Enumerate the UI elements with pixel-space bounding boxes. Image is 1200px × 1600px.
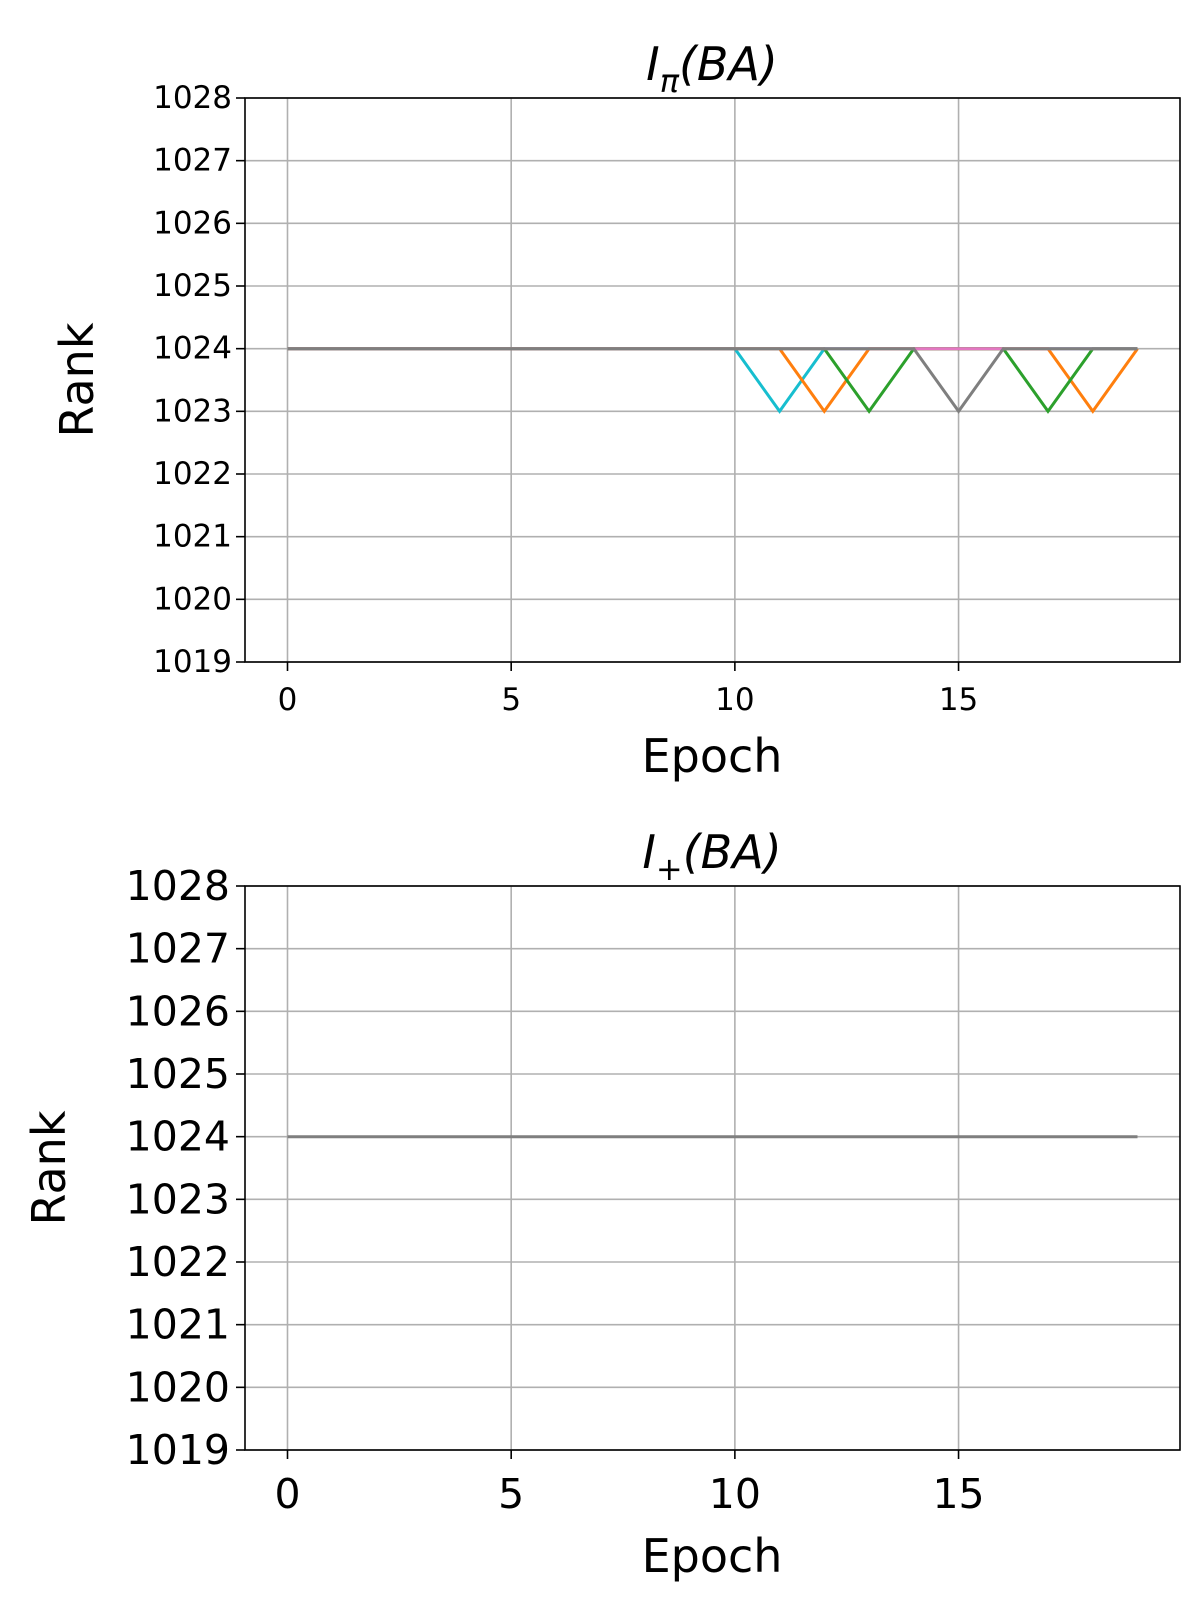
chart-top: 1019 1020 1021 1022 1023 1024 1025 1026 1027 1028… [50,37,1181,783]
x-ticks-bottom: 0 5 10 15 [274,1450,985,1518]
y-ticks-top: 1019 1020 1021 1022 1023 1024 1025 1026 1027 1028 [153,80,245,680]
chart-title-bottom: I+(BA) [642,825,781,888]
y-tick-label: 1022 [126,1238,230,1286]
x-tick-label: 15 [939,682,978,718]
y-tick-label: 1020 [153,581,232,617]
y-tick-label: 1026 [126,987,230,1035]
x-tick-label: 0 [274,1470,300,1518]
y-ticks-bottom: 1019 1020 1021 1022 1023 1024 1025 1026 1027 1028 [126,862,245,1474]
y-tick-label: 1024 [153,331,232,367]
y-axis-label-bottom: Rank [22,1110,76,1225]
y-tick-label: 1019 [126,1426,230,1474]
x-tick-label: 5 [498,1470,524,1518]
y-tick-label: 1027 [126,925,230,973]
y-tick-label: 1025 [153,268,232,304]
plot-frame-bottom [244,885,1181,1451]
y-tick-label: 1022 [153,456,232,492]
y-tick-label: 1024 [126,1113,230,1161]
x-tick-label: 0 [278,682,298,718]
chart-bottom: 1019 1020 1021 1022 1023 1024 1025 1026 1027 1028… [22,825,1181,1583]
y-tick-label: 1019 [153,644,232,680]
x-tick-label: 10 [715,682,754,718]
y-tick-label: 1028 [126,862,230,910]
x-axis-label-top: Epoch [642,729,783,783]
x-axis-label-bottom: Epoch [642,1529,783,1583]
chart-title-top: Iπ(BA) [646,37,778,100]
y-axis-label-top: Rank [50,322,104,437]
y-tick-label: 1028 [153,80,232,116]
y-tick-label: 1023 [126,1175,230,1223]
x-tick-label: 10 [709,1470,761,1518]
y-tick-label: 1021 [153,519,232,555]
y-tick-label: 1027 [153,143,232,179]
series-lines-top [287,347,1139,414]
y-tick-label: 1020 [126,1363,230,1411]
x-ticks-top: 0 5 10 15 [278,662,978,718]
x-tick-label: 15 [932,1470,984,1518]
y-tick-label: 1025 [126,1050,230,1098]
plot-frame-top [244,97,1181,663]
y-tick-label: 1021 [126,1301,230,1349]
x-tick-label: 5 [501,682,521,718]
y-tick-label: 1023 [153,393,232,429]
y-tick-label: 1026 [153,205,232,241]
series-line-gray [287,347,1138,414]
